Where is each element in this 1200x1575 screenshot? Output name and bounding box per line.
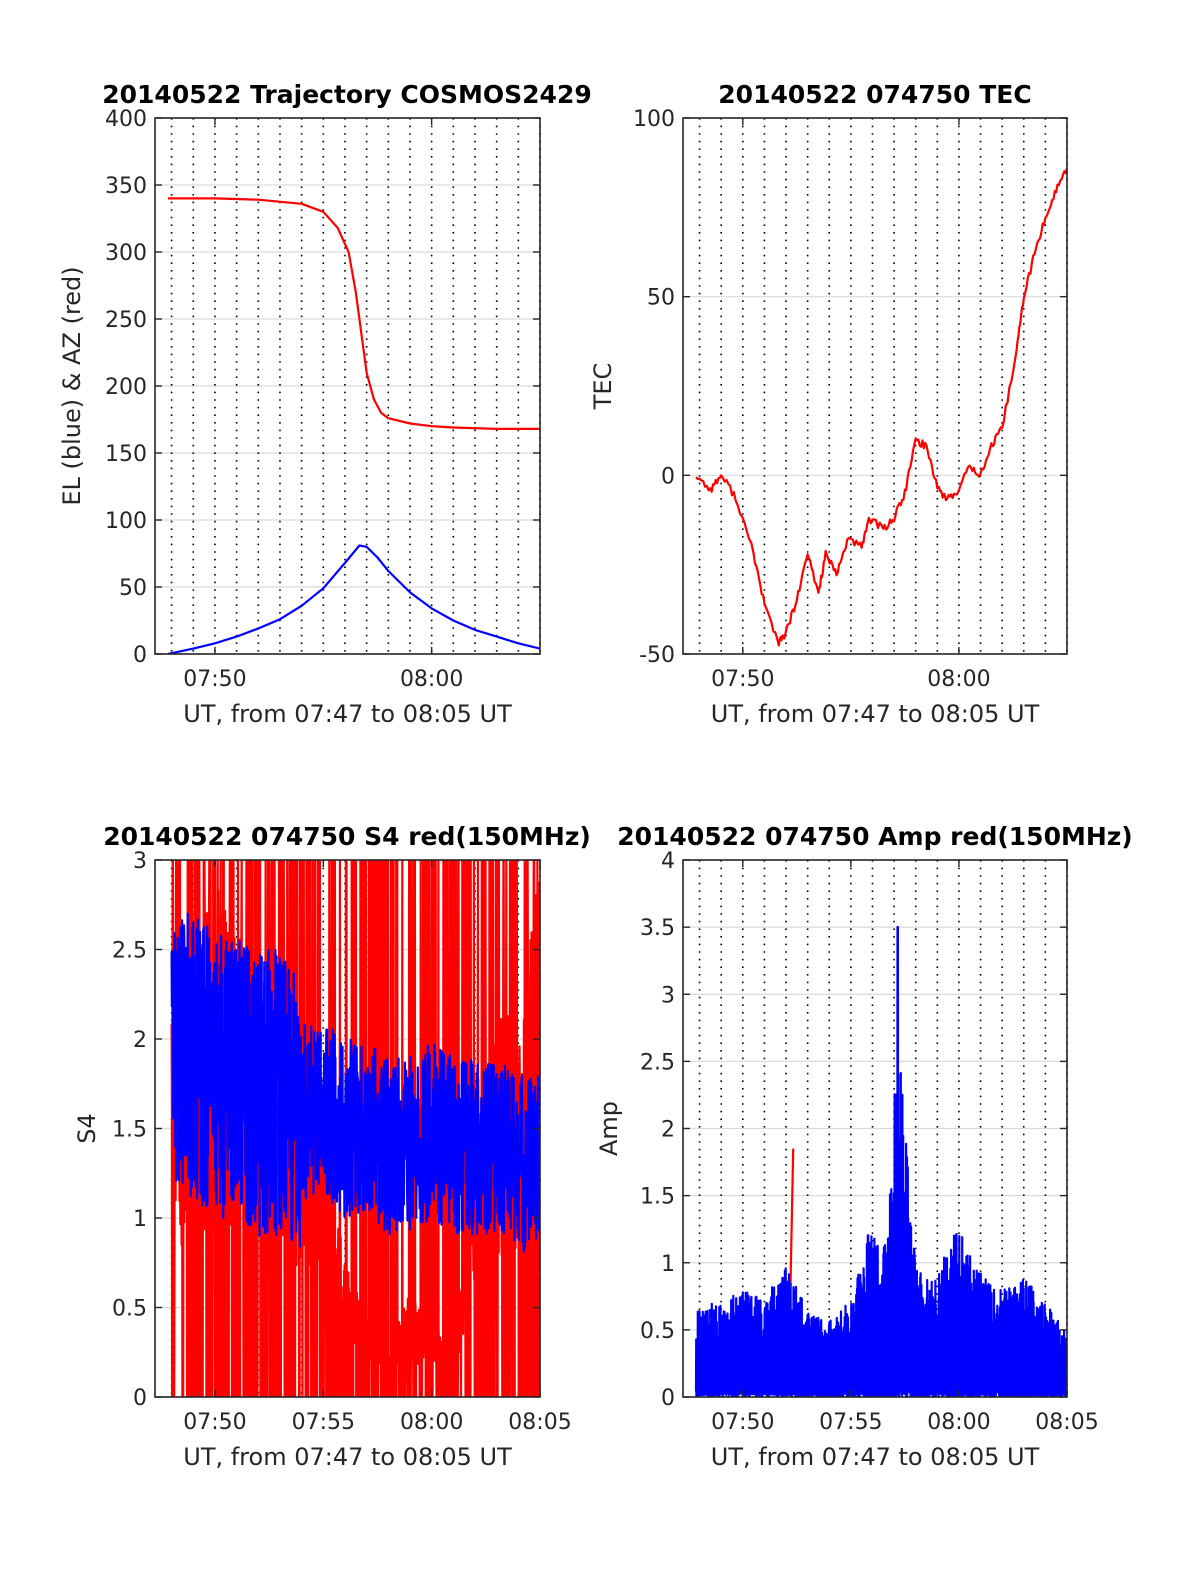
x-tick-label: 08:00	[400, 1410, 463, 1435]
y-tick-label: 1	[661, 1252, 675, 1277]
x-tick-label: 07:50	[711, 1410, 774, 1435]
chart-title: 20140522 074750 Amp red(150MHz)	[617, 822, 1133, 851]
chart-title: 20140522 074750 S4 red(150MHz)	[103, 822, 591, 851]
y-tick-label: 3.5	[640, 916, 675, 941]
y-tick-label: 1.5	[112, 1118, 147, 1143]
y-tick-label: 1	[133, 1207, 147, 1232]
y-tick-label: 300	[105, 241, 147, 266]
y-tick-label: 2	[661, 1118, 675, 1143]
y-tick-label: 250	[105, 308, 147, 333]
y-axis-label: EL (blue) & AZ (red)	[58, 266, 86, 505]
y-tick-label: 0	[133, 1386, 147, 1411]
series-blue-line	[694, 926, 1067, 1397]
y-axis-label: Amp	[595, 1101, 623, 1156]
y-tick-label: 0	[133, 643, 147, 668]
x-tick-label: 08:00	[400, 667, 463, 692]
amp-chart: 0 0.5 1 1.5 2 2.5 3 3.5 4 07:50 07:55 08:00 08:05 201…	[595, 822, 1133, 1471]
x-tick-label: 08:05	[1035, 1410, 1098, 1435]
chart-title: 20140522 074750 TEC	[718, 80, 1031, 109]
series-blue-line	[170, 912, 540, 1253]
y-tick-label: 4	[661, 849, 675, 874]
x-tick-label: 07:50	[183, 667, 246, 692]
x-tick-label: 07:50	[711, 667, 774, 692]
y-tick-label: 3	[133, 849, 147, 874]
y-tick-label: 50	[647, 286, 675, 311]
s4-chart: 0 0.5 1 1.5 2 2.5 3 07:50 07:55 08:00 08:05 2014052…	[73, 822, 591, 1471]
y-tick-label: 3	[661, 983, 675, 1008]
y-axis-label: TEC	[589, 363, 617, 411]
y-tick-label: 0	[661, 1386, 675, 1411]
x-axis-label: UT, from 07:47 to 08:05 UT	[711, 700, 1040, 728]
y-tick-label: 50	[119, 576, 147, 601]
y-tick-label: 1.5	[640, 1185, 675, 1210]
y-tick-label: 0	[661, 464, 675, 489]
series-red-line	[168, 197, 540, 430]
y-tick-label: 400	[105, 107, 147, 132]
x-axis-label: UT, from 07:47 to 08:05 UT	[183, 700, 512, 728]
y-axis-label: S4	[73, 1113, 101, 1144]
x-tick-label: 08:05	[508, 1410, 571, 1435]
y-tick-label: 100	[633, 107, 675, 132]
y-tick-label: 2	[133, 1028, 147, 1053]
series-blue-line	[167, 544, 540, 654]
axes-box	[682, 117, 1068, 655]
chart-title: 20140522 Trajectory COSMOS2429	[102, 80, 592, 109]
y-tick-label: 200	[105, 375, 147, 400]
x-tick-label: 08:00	[927, 1410, 990, 1435]
x-tick-label: 07:55	[292, 1410, 355, 1435]
x-tick-label: 08:00	[927, 667, 990, 692]
y-tick-label: -50	[639, 643, 675, 668]
x-axis-label: UT, from 07:47 to 08:05 UT	[711, 1443, 1040, 1471]
x-tick-label: 07:55	[819, 1410, 882, 1435]
y-tick-label: 150	[105, 442, 147, 467]
y-tick-label: 0.5	[640, 1319, 675, 1344]
y-tick-label: 100	[105, 509, 147, 534]
y-tick-label: 0.5	[112, 1297, 147, 1322]
y-tick-label: 350	[105, 174, 147, 199]
series-red-line	[695, 167, 1067, 647]
tec-chart: -50 0 50 100 07:50 08:00 20140522 074750 TEC UT…	[589, 80, 1068, 728]
x-axis-label: UT, from 07:47 to 08:05 UT	[183, 1443, 512, 1471]
trajectory-chart: 0 50 100 150 200 250 300 350 400 07:50 08:00 201405…	[58, 80, 592, 728]
x-tick-label: 07:50	[183, 1410, 246, 1435]
y-tick-label: 2.5	[112, 939, 147, 964]
y-tick-label: 2.5	[640, 1050, 675, 1075]
